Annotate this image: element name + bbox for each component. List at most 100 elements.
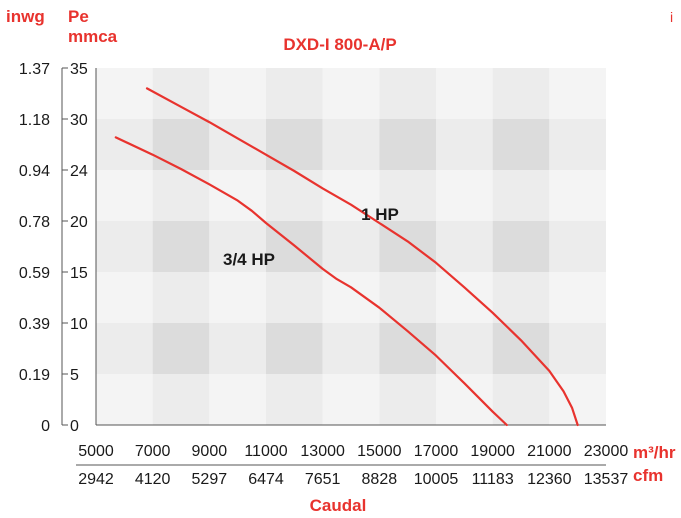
grid-cell [266,272,323,323]
grid-cell [322,170,380,221]
grid-cell [549,374,606,425]
grid-cell [266,323,323,374]
y-tick-label-mmca: 30 [70,112,88,129]
grid-cell [266,119,323,170]
x-axis-title: Caudal [310,496,367,515]
x-unit-m3hr: m³/hr [633,443,676,462]
y-tick-label-inwg: 0.39 [19,316,50,333]
grid-cell [549,68,606,119]
grid-cell [436,170,493,221]
x-tick-label-cfm: 6474 [248,471,284,488]
y-tick-label-inwg: 0.94 [19,163,50,180]
series-line-1hp [145,87,579,427]
grid-cell [492,374,550,425]
x-tick-label-m3hr: 21000 [527,443,572,460]
chart-title: DXD-I 800-A/P [283,35,396,54]
y-tick-label-inwg: 1.18 [19,112,50,129]
grid-cell [152,68,210,119]
grid-cell [436,68,493,119]
x-tick-label-m3hr: 15000 [357,443,402,460]
grid-cell [379,374,436,425]
y-tick-label-mmca: 20 [70,214,88,231]
grid-cell [209,374,266,425]
x-tick-label-cfm: 7651 [305,471,341,488]
grid-cell [152,272,210,323]
grid-cell [209,323,266,374]
grid-cell [436,323,493,374]
x-tick-label-cfm: 10005 [414,471,459,488]
x-tick-label-m3hr: 9000 [192,443,228,460]
x-tick-label-cfm: 4120 [135,471,171,488]
y-tick-label-inwg: 1.37 [19,61,50,78]
y-tick-label-mmca: 24 [70,163,88,180]
series-label-1hp: 1 HP [361,205,399,224]
grid-cell [96,323,153,374]
x-tick-label-m3hr: 23000 [584,443,629,460]
grid-cell [379,68,436,119]
unit-label-mmca: mmca [68,27,118,46]
x-tick-label-cfm: 2942 [78,471,114,488]
grid-cell [436,119,493,170]
grid-cell [209,68,266,119]
grid-cell [549,323,606,374]
y-tick-labels: 0 0 5 0.19 10 0.39 15 0.59 20 0.78 24 0.94 30 1.18 35 1… [19,61,88,435]
grid-cell [209,221,266,272]
grid-cell [152,170,210,221]
y-tick-label-mmca: 5 [70,367,79,384]
grid-cell [96,119,153,170]
x-tick-label-cfm: 13537 [584,471,629,488]
x-tick-label-m3hr: 5000 [78,443,114,460]
x-tick-label-cfm: 11183 [472,471,514,488]
x-tick-labels: 5000 2942 7000 4120 9000 5297 11000 6474 13000 76… [78,443,628,488]
grid-cell [322,68,380,119]
y-tick-label-inwg: 0.59 [19,265,50,282]
x-tick-label-cfm: 8828 [362,471,398,488]
x-tick-label-cfm: 12360 [527,471,572,488]
grid-cell [152,374,210,425]
grid-cell [96,221,153,272]
grid-cell [266,68,323,119]
grid-cell [549,170,606,221]
y-tick-label-inwg: 0 [41,418,50,435]
y-tick-label-mmca: 10 [70,316,88,333]
grid-cell [549,221,606,272]
grid-cell [492,221,550,272]
grid-cell [549,119,606,170]
grid-cell [322,221,380,272]
x-tick-label-cfm: 5297 [192,471,228,488]
x-tick-label-m3hr: 7000 [135,443,171,460]
x-tick-label-m3hr: 11000 [244,443,287,460]
y-tick-label-inwg: 0.19 [19,367,50,384]
grid-cell [209,170,266,221]
x-tick-label-m3hr: 13000 [300,443,345,460]
series-lines [114,87,579,427]
grid-cell [492,68,550,119]
grid-cell [96,170,153,221]
grid-cell [96,68,153,119]
grid-cell [322,374,380,425]
y-tick-label-mmca: 35 [70,61,88,78]
grid-cell [266,170,323,221]
series-label-3-4hp: 3/4 HP [223,250,275,269]
corner-mark: i [670,9,673,25]
grid-cell [96,272,153,323]
series-line-3-4hp [114,136,508,427]
grid-cell [436,272,493,323]
grid-cell [209,272,266,323]
unit-label-inwg: inwg [6,7,45,26]
grid-cell [152,221,210,272]
grid-cell [322,272,380,323]
grid-cell [549,272,606,323]
grid-cell [492,170,550,221]
grid-cell [96,374,153,425]
x-unit-cfm: cfm [633,466,663,485]
grid-cell [492,323,550,374]
grid-cell [436,374,493,425]
y-tick-label-mmca: 15 [70,265,88,282]
x-tick-label-m3hr: 17000 [414,443,459,460]
grid-cell [322,119,380,170]
grid-cell [322,323,380,374]
axes [76,68,606,466]
x-tick-label-m3hr: 19000 [470,443,515,460]
